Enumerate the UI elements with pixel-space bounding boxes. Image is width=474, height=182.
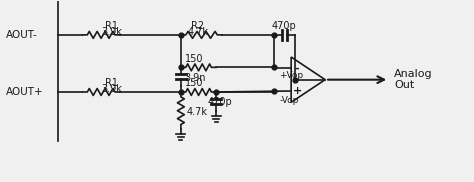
Text: +: + — [292, 86, 301, 96]
Text: 4.7k: 4.7k — [186, 107, 207, 117]
Text: 3.9n: 3.9n — [184, 73, 205, 83]
Text: R1: R1 — [105, 21, 118, 31]
Text: Analog
Out: Analog Out — [394, 69, 433, 90]
Text: 470p: 470p — [208, 97, 233, 107]
Text: 470p: 470p — [272, 21, 297, 31]
Text: R2: R2 — [191, 21, 204, 31]
Text: R1: R1 — [105, 78, 118, 88]
Text: AOUT+: AOUT+ — [6, 87, 43, 97]
Text: -Vop: -Vop — [279, 96, 299, 105]
Text: +Vop: +Vop — [279, 71, 303, 80]
Text: 150: 150 — [185, 54, 204, 64]
Text: AOUT-: AOUT- — [6, 30, 37, 40]
Text: 150: 150 — [185, 78, 204, 88]
Text: 3.9k: 3.9k — [101, 27, 122, 37]
Text: -: - — [295, 63, 300, 73]
Text: 3.9k: 3.9k — [101, 84, 122, 94]
Text: 4.7k: 4.7k — [187, 27, 208, 37]
